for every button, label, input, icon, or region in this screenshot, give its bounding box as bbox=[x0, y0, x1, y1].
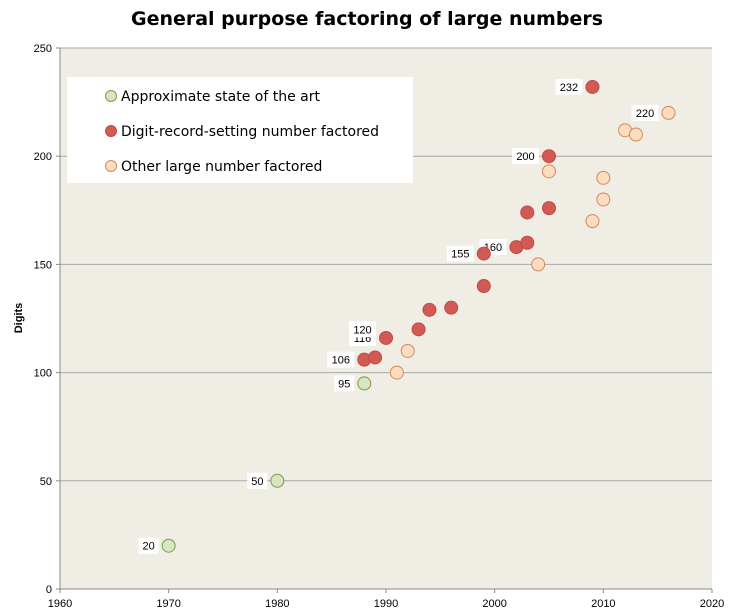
y-tick-label: 250 bbox=[34, 43, 52, 55]
data-point bbox=[661, 105, 676, 120]
data-point bbox=[161, 538, 176, 553]
data-label-155: 155 bbox=[446, 245, 474, 262]
legend-label: Other large number factored bbox=[121, 159, 322, 175]
data-point bbox=[444, 300, 459, 315]
data-label-bg bbox=[327, 351, 355, 368]
data-label-120: 120 bbox=[349, 321, 376, 338]
data-label-220: 220 bbox=[631, 104, 659, 121]
legend-label: Approximate state of the art bbox=[121, 89, 320, 105]
data-label-text: 200 bbox=[516, 151, 534, 163]
data-point bbox=[596, 170, 611, 185]
data-point bbox=[389, 365, 404, 380]
legend: Approximate state of the art Digit-record… bbox=[67, 77, 413, 183]
legend-item-1: Digit-record-setting number factored bbox=[105, 124, 379, 140]
x-tick-label: 1970 bbox=[156, 598, 180, 610]
data-label-bg bbox=[446, 245, 474, 262]
series-1 bbox=[357, 79, 600, 367]
data-point bbox=[476, 246, 491, 261]
data-label-bg bbox=[349, 321, 376, 338]
y-tick-label: 200 bbox=[34, 151, 52, 163]
data-point bbox=[520, 235, 535, 250]
tick-layer: 0 50 100 150 200 250 1960 1970 1980 1990 2000 2010 2… bbox=[34, 43, 725, 610]
y-tick-label: 150 bbox=[34, 259, 52, 271]
data-label-95: 95 bbox=[334, 375, 355, 392]
series-2 bbox=[389, 105, 676, 380]
data-label-232: 232 bbox=[555, 78, 583, 95]
data-point bbox=[628, 127, 643, 142]
chart-title: General purpose factoring of large numbe… bbox=[131, 8, 603, 30]
data-label-text: 155 bbox=[451, 249, 469, 261]
y-tick-label: 50 bbox=[40, 476, 52, 488]
data-label-text: 50 bbox=[251, 476, 263, 488]
data-label-text: 106 bbox=[332, 355, 350, 367]
data-label-200: 200 bbox=[512, 148, 539, 165]
data-label-bg bbox=[334, 375, 355, 392]
x-tick-label: 2000 bbox=[482, 598, 506, 610]
legend-item-0: Approximate state of the art bbox=[105, 89, 320, 105]
data-point bbox=[357, 376, 372, 391]
x-tick-label: 1960 bbox=[48, 598, 72, 610]
legend-marker bbox=[105, 90, 117, 102]
data-label-bg bbox=[555, 78, 583, 95]
data-label-text: 232 bbox=[560, 82, 578, 94]
data-point bbox=[596, 192, 611, 207]
y-tick-label: 0 bbox=[46, 584, 52, 596]
legend-label: Digit-record-setting number factored bbox=[121, 124, 379, 140]
data-point bbox=[411, 322, 426, 337]
data-label-106: 106 bbox=[327, 351, 355, 368]
y-tick-label: 100 bbox=[34, 368, 52, 380]
legend-item-2: Other large number factored bbox=[105, 159, 322, 175]
legend-marker bbox=[105, 160, 117, 172]
data-label-bg bbox=[631, 104, 659, 121]
data-point bbox=[422, 302, 437, 317]
data-point bbox=[585, 79, 600, 94]
x-tick-label: 2010 bbox=[591, 598, 615, 610]
data-point bbox=[542, 149, 556, 164]
y-axis-label: Digits bbox=[13, 303, 25, 334]
data-label-text: 220 bbox=[636, 108, 654, 120]
data-point bbox=[585, 214, 600, 229]
data-label-bg bbox=[247, 472, 268, 489]
data-label-text: 20 bbox=[143, 541, 155, 553]
x-tick-label: 1980 bbox=[265, 598, 289, 610]
data-point bbox=[476, 279, 491, 294]
data-label-20: 20 bbox=[138, 537, 159, 554]
data-label-50: 50 bbox=[247, 472, 268, 489]
legend-box bbox=[67, 77, 413, 183]
data-point bbox=[542, 164, 556, 179]
x-tick-label: 1990 bbox=[374, 598, 398, 610]
data-label-text: 120 bbox=[353, 324, 371, 336]
data-point bbox=[368, 350, 383, 365]
data-point bbox=[520, 205, 535, 220]
data-point bbox=[542, 201, 556, 216]
data-point bbox=[270, 473, 285, 488]
point-layer bbox=[161, 79, 676, 553]
data-point bbox=[400, 343, 415, 358]
data-point bbox=[379, 330, 393, 345]
data-label-text: 95 bbox=[338, 378, 350, 390]
legend-marker bbox=[105, 125, 117, 137]
series-0 bbox=[161, 376, 372, 553]
data-label-bg bbox=[512, 148, 539, 165]
data-point bbox=[531, 257, 546, 272]
data-label-bg bbox=[138, 537, 159, 554]
x-tick-label: 2020 bbox=[700, 598, 724, 610]
